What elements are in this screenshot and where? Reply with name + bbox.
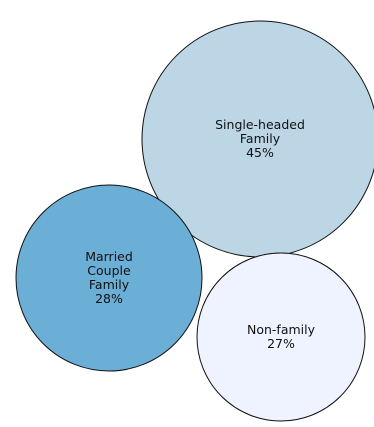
bubble-1: Married Couple Family 28% [15,184,203,372]
bubble-label-1: Married Couple Family 28% [85,249,133,306]
bubble-circle-2 [196,252,366,422]
bubble-circle-1 [15,184,203,372]
bubble-value-0: 45% [246,145,274,160]
bubble-label-line-1-2: Family [89,277,130,292]
bubble-label-line-1-1: Couple [87,263,131,278]
bubbles-group: Single-headed Family 45%Married Couple Famil… [15,20,374,422]
bubble-value-2: 27% [267,336,295,351]
bubble-label-line-1-0: Married [85,249,133,264]
bubble-2: Non-family 27% [196,252,366,422]
bubble-label-0: Single-headed Family 45% [215,117,305,160]
bubble-0: Single-headed Family 45% [141,20,374,258]
bubble-label-line-0-1: Family [240,131,281,146]
bubble-label-line-2-0: Non-family [247,322,316,337]
bubble-value-1: 28% [95,291,123,306]
bubble-label-2: Non-family 27% [247,322,316,351]
bubble-label-line-0-0: Single-headed [215,117,305,132]
